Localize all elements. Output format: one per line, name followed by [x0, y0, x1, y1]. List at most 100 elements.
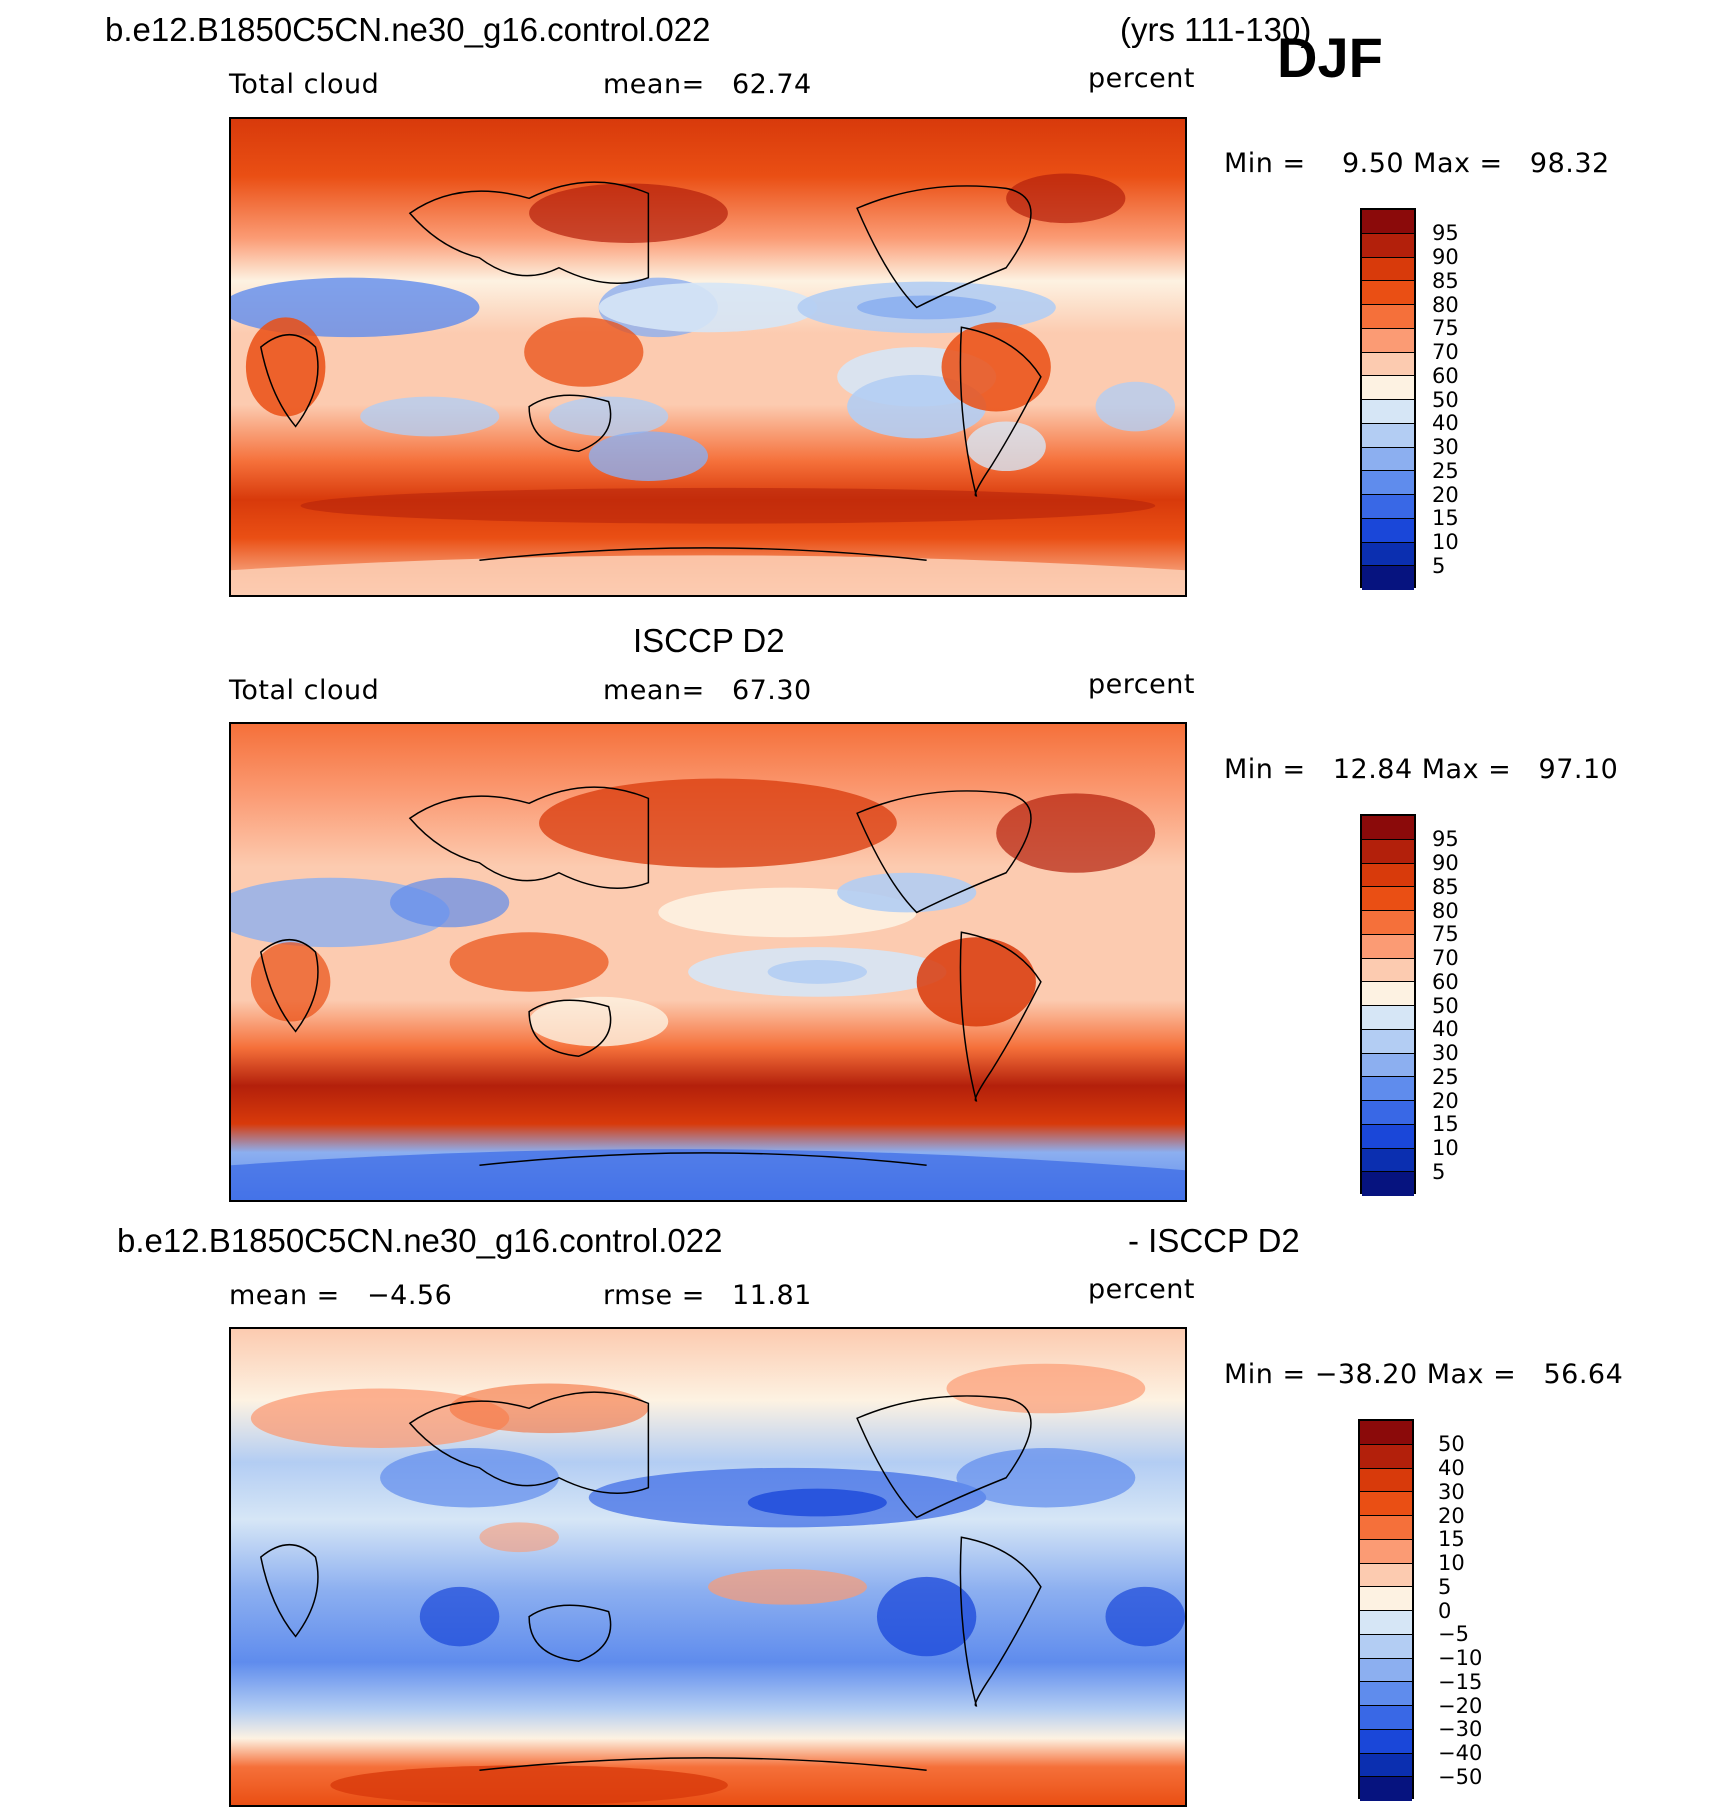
panel1-colorbar-swatch [1362, 542, 1414, 567]
panel3-colorbar-swatch [1360, 1611, 1412, 1635]
panel2-colorbar-swatch [1362, 1029, 1414, 1054]
panel3-rmse: rmse = 11.81 [603, 1280, 812, 1311]
panel3-title-right: - ISCCP D2 [1128, 1222, 1300, 1259]
panel3-colorbar-swatch [1360, 1516, 1412, 1540]
panel1-colorbar-label: 80 [1432, 293, 1459, 317]
panel1-colorbar-label: 30 [1432, 435, 1459, 459]
panel2-units: percent [1088, 669, 1195, 700]
panel1-colorbar-label: 75 [1432, 316, 1459, 340]
years-range: (yrs 111-130) [1120, 11, 1312, 48]
panel1-colorbar-swatch [1362, 210, 1414, 234]
panel2-colorbar-label: 15 [1432, 1112, 1459, 1136]
panel3-minmax: Min = −38.20 Max = 56.64 [1224, 1359, 1624, 1390]
panel1-colorbar-swatch [1362, 400, 1414, 424]
panel3-colorbar-swatch [1360, 1658, 1412, 1683]
panel1-colorbar-swatch [1362, 471, 1414, 495]
panel1-units: percent [1088, 63, 1195, 94]
panel3-colorbar [1358, 1419, 1414, 1801]
panel3-colorbar-label: 20 [1438, 1504, 1465, 1528]
season-label: DJF [1277, 26, 1383, 89]
panel1-colorbar-swatch [1362, 518, 1414, 543]
panel3-colorbar-swatch [1360, 1729, 1412, 1754]
panel3-colorbar-swatch [1360, 1468, 1412, 1493]
panel1-colorbar-label: 90 [1432, 245, 1459, 269]
panel3-colorbar-swatch [1360, 1421, 1412, 1445]
panel2-colorbar-swatch [1362, 982, 1414, 1006]
panel2-colorbar-label: 85 [1432, 875, 1459, 899]
panel1-colorbar-swatch [1362, 305, 1414, 329]
panel2-colorbar-swatch [1362, 911, 1414, 935]
panel1-colorbar-swatch [1362, 376, 1414, 400]
panel1-colorbar-swatch [1362, 566, 1414, 590]
panel3-colorbar-label: 30 [1438, 1480, 1465, 1504]
panel3-colorbar-label: −10 [1438, 1646, 1483, 1670]
panel1-map [229, 117, 1187, 597]
panel2-colorbar [1360, 814, 1416, 1196]
panel2-colorbar-swatch [1362, 1124, 1414, 1149]
panel2-colorbar-swatch [1362, 1077, 1414, 1101]
panel1-variable-label: Total cloud [229, 69, 380, 100]
panel3-colorbar-swatch [1360, 1634, 1412, 1659]
panel1-colorbar-label: 25 [1432, 459, 1459, 483]
panel3-map [229, 1327, 1187, 1807]
panel2-colorbar-swatch [1362, 839, 1414, 864]
panel3-colorbar-swatch [1360, 1706, 1412, 1730]
panel2-colorbar-swatch [1362, 887, 1414, 911]
panel3-colorbar-label: 40 [1438, 1456, 1465, 1480]
panel2-map [229, 722, 1187, 1202]
panel2-minmax: Min = 12.84 Max = 97.10 [1224, 754, 1619, 785]
panel3-colorbar-label: 50 [1438, 1432, 1465, 1456]
panel2-colorbar-label: 75 [1432, 922, 1459, 946]
panel3-colorbar-swatch [1360, 1682, 1412, 1706]
panel2-colorbar-label: 40 [1432, 1017, 1459, 1041]
panel1-colorbar-label: 15 [1432, 506, 1459, 530]
panel2-colorbar-swatch [1362, 1053, 1414, 1078]
panel2-colorbar-swatch [1362, 1172, 1414, 1196]
panel2-colorbar-label: 80 [1432, 899, 1459, 923]
panel1-colorbar-swatch [1362, 495, 1414, 519]
panel3-colorbar-swatch [1360, 1492, 1412, 1516]
panel2-colorbar-swatch [1362, 816, 1414, 840]
panel2-colorbar-label: 50 [1432, 994, 1459, 1018]
panel1-colorbar-swatch [1362, 447, 1414, 472]
panel3-colorbar-label: 10 [1438, 1551, 1465, 1575]
panel2-colorbar-swatch [1362, 1006, 1414, 1030]
panel2-map-field [231, 724, 1185, 1200]
panel3-colorbar-swatch [1360, 1563, 1412, 1588]
panel3-title-left: b.e12.B1850C5CN.ne30_g16.control.022 [117, 1222, 723, 1259]
panel1-colorbar-swatch [1362, 423, 1414, 448]
panel2-colorbar-swatch [1362, 1148, 1414, 1173]
panel3-colorbar-swatch [1360, 1587, 1412, 1611]
panel1-colorbar-label: 40 [1432, 411, 1459, 435]
panel3-colorbar-label: −50 [1438, 1765, 1483, 1789]
panel3-units: percent [1088, 1274, 1195, 1305]
panel2-mean: mean= 67.30 [603, 675, 812, 706]
panel2-colorbar-label: 70 [1432, 946, 1459, 970]
panel3-colorbar-swatch [1360, 1539, 1412, 1564]
panel3-colorbar-swatch [1360, 1444, 1412, 1469]
panel1-colorbar-label: 50 [1432, 388, 1459, 412]
panel1-mean: mean= 62.74 [603, 69, 812, 100]
panel2-colorbar-label: 95 [1432, 827, 1459, 851]
panel2-variable-label: Total cloud [229, 675, 380, 706]
panel1-colorbar-swatch [1362, 281, 1414, 305]
panel2-title: ISCCP D2 [633, 622, 785, 659]
panel3-colorbar-label: −15 [1438, 1670, 1483, 1694]
panel1-minmax: Min = 9.50 Max = 98.32 [1224, 148, 1610, 179]
panel2-colorbar-swatch [1362, 1101, 1414, 1125]
panel2-colorbar-swatch [1362, 958, 1414, 983]
panel2-colorbar-label: 10 [1432, 1136, 1459, 1160]
panel1-colorbar [1360, 208, 1416, 590]
panel2-colorbar-label: 60 [1432, 970, 1459, 994]
panel2-colorbar-swatch [1362, 863, 1414, 888]
panel1-map-field [231, 119, 1185, 595]
case-title: b.e12.B1850C5CN.ne30_g16.control.022 [105, 11, 711, 48]
panel2-colorbar-label: 20 [1432, 1089, 1459, 1113]
panel3-mean: mean = −4.56 [229, 1280, 453, 1311]
panel1-colorbar-swatch [1362, 352, 1414, 377]
panel3-colorbar-swatch [1360, 1753, 1412, 1778]
panel1-colorbar-swatch [1362, 233, 1414, 258]
panel2-colorbar-swatch [1362, 934, 1414, 959]
panel2-colorbar-label: 25 [1432, 1065, 1459, 1089]
panel1-colorbar-label: 70 [1432, 340, 1459, 364]
